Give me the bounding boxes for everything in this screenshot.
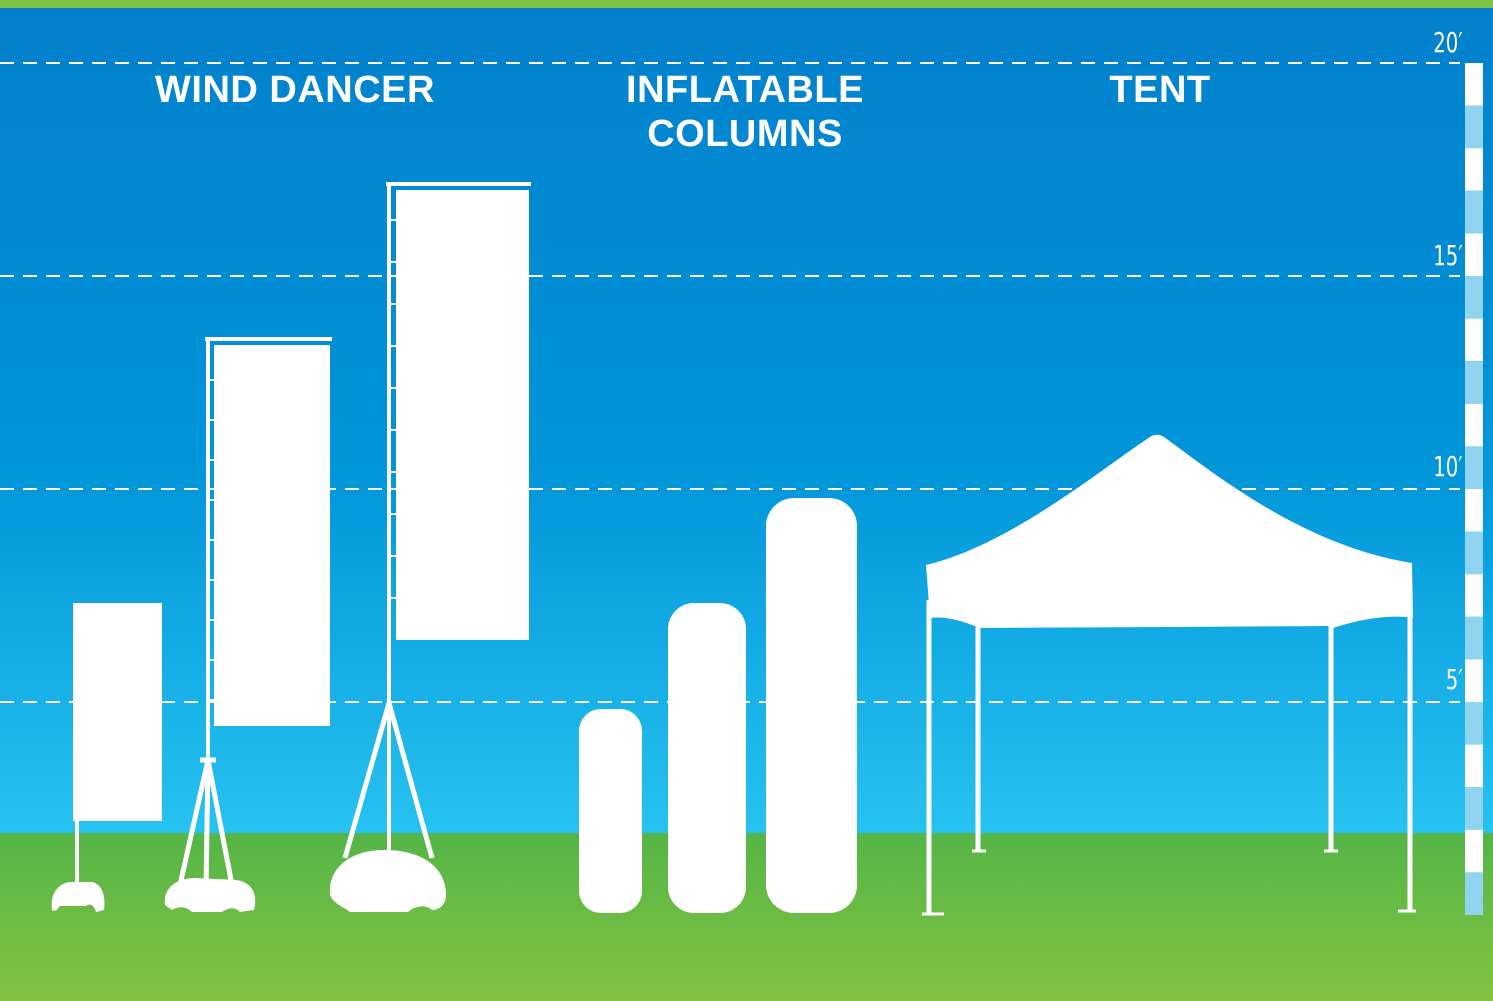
scale-bar-segment [1465,233,1483,276]
scale-bar-segment [1465,446,1483,489]
inflatable-columns-group [579,498,857,913]
scale-bar-segment [1465,361,1483,404]
scale-label-15ft: 15′ [1433,239,1463,272]
wind-dancer-small-icon [51,603,162,912]
scale-bar-segment [1465,148,1483,191]
scale-bar-segment [1465,872,1483,915]
tent-feet [922,849,1416,916]
scale-bar-segment [1465,403,1483,447]
scale-bar-segment [1465,659,1483,702]
section-title-wind-dancer: WIND DANCER [155,69,435,111]
inflatable-column-large-icon [766,498,857,913]
wind-dancer-large-tripod [342,702,435,859]
tent-legs [926,600,1413,913]
scale-label-5ft: 5′ [1446,663,1463,696]
canopy-tent-icon [922,434,1416,916]
scale-bar-segment [1465,531,1483,575]
scale-label-10ft: 10′ [1433,450,1463,483]
scale-bar-segment [1465,787,1483,830]
scale-bar-segment [1465,829,1483,873]
scale-bar-segment [1465,744,1483,788]
scale-bar-segment [1465,190,1483,234]
wind-dancer-large-banner [396,190,529,640]
wind-dancer-medium-tripod [177,757,235,891]
wind-dancer-small-base [51,882,105,912]
scale-bar-segment [1465,616,1483,660]
scale-bar-segment [1465,276,1483,319]
height-scale-bar [1465,63,1483,915]
wind-dancer-large-base [329,850,446,912]
scale-bar-segment [1465,105,1483,149]
wind-dancer-medium-banner [214,345,330,726]
inflatable-column-small-icon [579,709,642,913]
wind-dancer-small-banner [73,603,162,821]
scale-bar-segment [1465,489,1483,532]
section-title-tent: TENT [1109,69,1211,111]
wind-dancer-medium-icon [164,337,332,912]
scale-label-20ft: 20′ [1433,26,1463,59]
wind-dancer-large-icon [329,182,531,912]
tent-canopy [926,434,1413,628]
scale-bar-segment [1465,318,1483,362]
wind-dancer-medium-base [164,878,256,912]
section-title-inflatable-columns: INFLATABLE COLUMNS [626,69,864,155]
inflatable-column-medium-icon [668,603,746,913]
wind-dancer-large-ribs [388,219,396,599]
scale-bar-segment [1465,63,1483,106]
scale-bar-segment [1465,574,1483,617]
wind-dancer-medium-ribs [206,379,214,701]
grass-ground [0,833,1493,1001]
scale-bar-segment [1465,702,1483,745]
